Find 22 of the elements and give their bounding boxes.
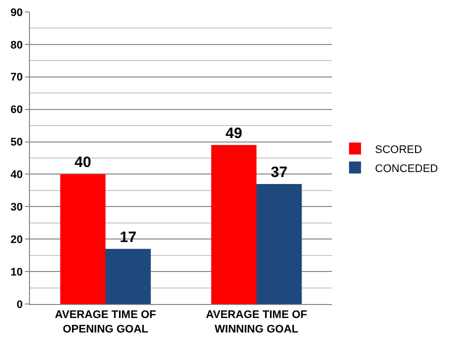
y-tick-label: 90 xyxy=(10,6,23,19)
y-tick-label: 70 xyxy=(10,72,23,84)
x-tick-label: AVERAGE TIME OF OPENING GOAL xyxy=(54,309,156,336)
y-tick-label: 80 xyxy=(10,39,23,52)
y-tick-label: 30 xyxy=(10,202,23,214)
y-tick-label: 50 xyxy=(10,136,23,149)
y-tick-label: 10 xyxy=(10,266,23,278)
x-tick-label: AVERAGE TIME OF WINNING GOAL xyxy=(206,309,308,336)
legend-label: SCORED xyxy=(375,144,422,156)
y-tick-label: 40 xyxy=(10,169,23,182)
bar xyxy=(60,174,106,304)
y-tick-label: 60 xyxy=(10,104,23,116)
bar xyxy=(106,248,151,304)
data-label: 37 xyxy=(270,164,288,181)
data-label: 49 xyxy=(226,125,242,142)
bar xyxy=(256,184,302,304)
y-tick-label: 0 xyxy=(16,298,23,311)
bar xyxy=(211,145,256,304)
legend-label: CONCEDED xyxy=(375,162,438,175)
data-label: 17 xyxy=(120,228,136,246)
data-label: 40 xyxy=(74,154,92,172)
y-tick-label: 20 xyxy=(10,234,23,246)
